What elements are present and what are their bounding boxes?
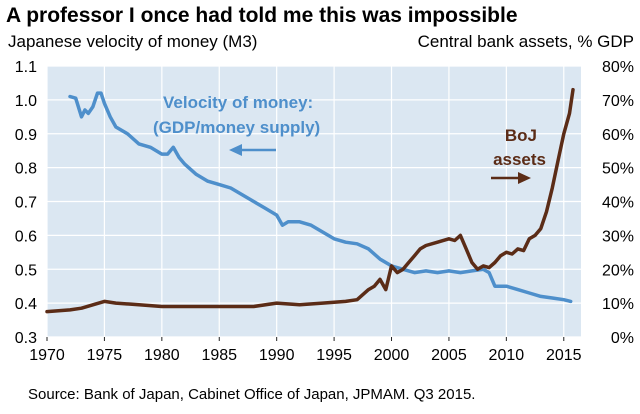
x-tick-label: 1990	[259, 347, 295, 364]
right-axis-label: Central bank assets, % GDP	[418, 32, 634, 51]
x-tick-label: 1980	[144, 347, 180, 364]
y-right-tick-label: 0%	[611, 330, 634, 347]
chart-title: A professor I once had told me this was …	[6, 4, 518, 27]
y-left-tick-label: 0.5	[15, 262, 37, 279]
left-axis-label: Japanese velocity of money (M3)	[8, 32, 257, 51]
boj-label-line: BoJ	[505, 126, 537, 145]
source-note: Source: Bank of Japan, Cabinet Office of…	[28, 386, 475, 403]
grid	[46, 65, 581, 338]
boj-label-line: assets	[493, 150, 546, 169]
y-right-tick-label: 60%	[602, 127, 634, 144]
x-tick-label: 2000	[374, 347, 410, 364]
x-tick-label: 1970	[29, 347, 65, 364]
x-tick-label: 2005	[431, 347, 467, 364]
x-tick-label: 1995	[316, 347, 352, 364]
boj-label: BoJ assets	[493, 126, 546, 169]
annotations: Velocity of money: (GDP/money supply) BoJ a…	[153, 93, 546, 184]
y-right-tick-label: 20%	[602, 262, 634, 279]
series-line-1	[45, 87, 575, 314]
y-left-tick-label: 0.3	[15, 330, 37, 347]
series-lines	[45, 87, 575, 314]
y-left-tick-label: 1.0	[15, 93, 37, 110]
x-tick-label: 2010	[489, 347, 525, 364]
y-right-tick-label: 40%	[602, 195, 634, 212]
series-line-0	[68, 91, 573, 304]
y-right-tick-label: 30%	[602, 228, 634, 245]
y-left-tick-label: 0.6	[15, 228, 37, 245]
y-right-tick-label: 10%	[602, 296, 634, 313]
x-tick-label: 1975	[87, 347, 123, 364]
y-right-tick-label: 50%	[602, 161, 634, 178]
velocity-label-line: Velocity of money:	[163, 93, 313, 112]
velocity-arrowhead	[229, 144, 242, 156]
x-tick-label: 2015	[546, 347, 582, 364]
x-tick-label: 1985	[201, 347, 237, 364]
y-right-tick-label: 80%	[602, 59, 634, 76]
velocity-label: Velocity of money: (GDP/money supply)	[153, 93, 320, 137]
tick-labels: 0.3 0.4 0.5 0.6 0.7 0.8 0.9 1.0 1.1 0% 10% 20% 30% 40…	[15, 59, 634, 364]
y-left-tick-label: 0.9	[15, 127, 37, 144]
y-left-tick-label: 0.7	[15, 195, 37, 212]
boj-arrowhead	[518, 172, 531, 184]
y-left-tick-label: 0.8	[15, 161, 37, 178]
y-left-tick-label: 0.4	[15, 296, 37, 313]
y-left-tick-label: 1.1	[15, 59, 37, 76]
velocity-label-line: (GDP/money supply)	[153, 118, 320, 137]
y-right-tick-label: 70%	[602, 93, 634, 110]
